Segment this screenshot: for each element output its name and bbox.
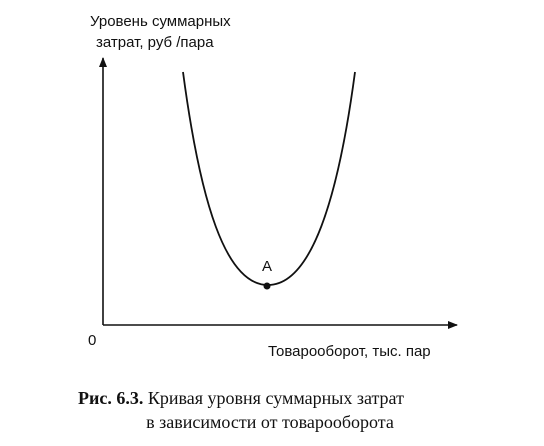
y-axis-label: Уровень суммарных: [90, 13, 231, 30]
point-label: A: [262, 258, 272, 275]
y-axis-label: затрат, руб /пара: [96, 34, 214, 51]
caption-number: Рис. 6.3.: [78, 388, 143, 408]
x-axis-label: Товарооборот, тыс. пар: [268, 343, 431, 360]
cost-curve: [182, 71, 356, 286]
caption-line: Рис. 6.3. Кривая уровня суммарных затрат: [78, 388, 404, 408]
caption-text: Кривая уровня суммарных затрат: [148, 388, 404, 408]
origin-label: 0: [88, 332, 96, 349]
caption-line: в зависимости от товарооборота: [146, 412, 394, 432]
point-a: [263, 282, 271, 290]
